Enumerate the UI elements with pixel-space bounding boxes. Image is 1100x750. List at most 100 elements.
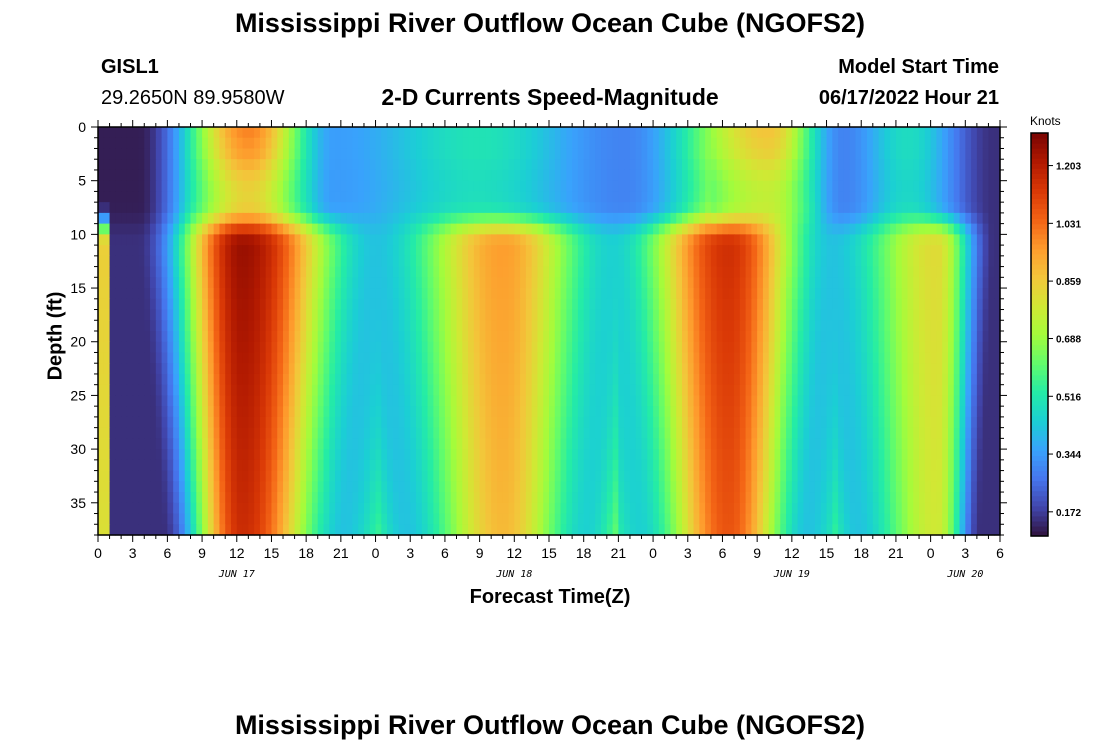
heatmap-cell [901,416,909,429]
heatmap-cell [762,266,770,278]
heatmap-cell [924,341,932,354]
heatmap-cell [583,212,591,225]
heatmap-cell [352,212,359,225]
heatmap-cell [265,255,273,268]
heatmap-cell [751,127,758,139]
heatmap-cell [751,341,758,354]
heatmap-cell [450,202,458,214]
heatmap-cell [404,438,411,450]
heatmap-cell [606,363,614,375]
heatmap-cell [427,127,434,139]
heatmap-cell [450,416,458,429]
heatmap-cell [421,459,429,472]
heatmap-cell [190,331,197,343]
heatmap-cell [178,277,186,289]
heatmap-cell [919,438,926,450]
heatmap-cell [722,459,729,472]
heatmap-cell [254,459,261,472]
heatmap-cell [710,341,718,354]
heatmap-cell [838,212,845,225]
heatmap-cell [884,266,891,278]
heatmap-cell [809,148,816,160]
heatmap-cell [416,341,423,354]
heatmap-cell [317,212,325,225]
heatmap-cell [462,159,469,171]
heatmap-cell [820,352,828,364]
heatmap-cell [768,202,776,214]
heatmap-cell [826,180,833,193]
heatmap-cell [629,320,637,332]
heatmap-cell [976,352,984,364]
heatmap-cell [410,191,417,203]
heatmap-cell [248,169,255,182]
heatmap-cell [820,202,828,214]
heatmap-cell [531,266,539,278]
heatmap-cell [230,459,238,472]
heatmap-cell [219,159,226,171]
heatmap-cell [791,384,799,397]
heatmap-cell [525,449,533,461]
heatmap-cell [219,245,226,257]
heatmap-cell [433,320,440,332]
heatmap-cell [531,127,539,139]
heatmap-cell [826,277,833,289]
heatmap-cell [230,266,238,278]
heatmap-cell [849,127,857,139]
heatmap-cell [936,180,943,193]
heatmap-cell [826,331,833,343]
heatmap-cell [947,180,955,193]
heatmap-cell [826,320,833,332]
heatmap-cell [514,148,521,160]
heatmap-cell [150,212,157,225]
heatmap-cell [589,320,596,332]
heatmap-cell [965,363,972,375]
heatmap-cell [838,352,845,364]
heatmap-cell [687,449,695,461]
heatmap-cell [138,449,145,461]
heatmap-cell [387,459,394,472]
heatmap-cell [444,202,452,214]
heatmap-cell [687,406,695,418]
heatmap-cell [814,255,822,268]
heatmap-cell [716,438,724,450]
heatmap-cell [606,331,614,343]
heatmap-cell [520,255,527,268]
heatmap-cell [121,137,128,150]
heatmap-cell [699,212,706,225]
heatmap-cell [450,169,458,182]
heatmap-cell [525,212,533,225]
heatmap-cell [155,395,163,407]
heatmap-cell [919,288,926,300]
heatmap-cell [207,331,215,343]
heatmap-cell [444,309,452,321]
heatmap-cell [392,449,400,461]
heatmap-cell [549,384,556,397]
heatmap-cell [444,255,452,268]
heatmap-cell [346,341,354,354]
heatmap-cell [705,438,712,450]
heatmap-cell [421,234,429,246]
heatmap-cell [387,180,394,193]
heatmap-cell [283,395,290,407]
heatmap-cell [230,255,238,268]
heatmap-cell [572,320,579,332]
heatmap-cell [335,212,342,225]
heatmap-cell [734,137,741,150]
heatmap-cell [155,127,163,139]
heatmap-cell [942,298,949,311]
heatmap-cell [849,320,857,332]
heatmap-cell [734,298,741,311]
heatmap-cell [884,298,891,311]
heatmap-cell [496,449,504,461]
heatmap-cell [144,416,151,429]
heatmap-cell [468,137,475,150]
heatmap-cell [259,298,267,311]
heatmap-cell [502,148,510,160]
heatmap-cell [311,416,319,429]
heatmap-cell [780,427,787,439]
heatmap-cell [705,234,712,246]
heatmap-cell [913,438,920,450]
heatmap-cell [965,191,972,203]
heatmap-cell [855,416,862,429]
heatmap-cell [965,288,972,300]
